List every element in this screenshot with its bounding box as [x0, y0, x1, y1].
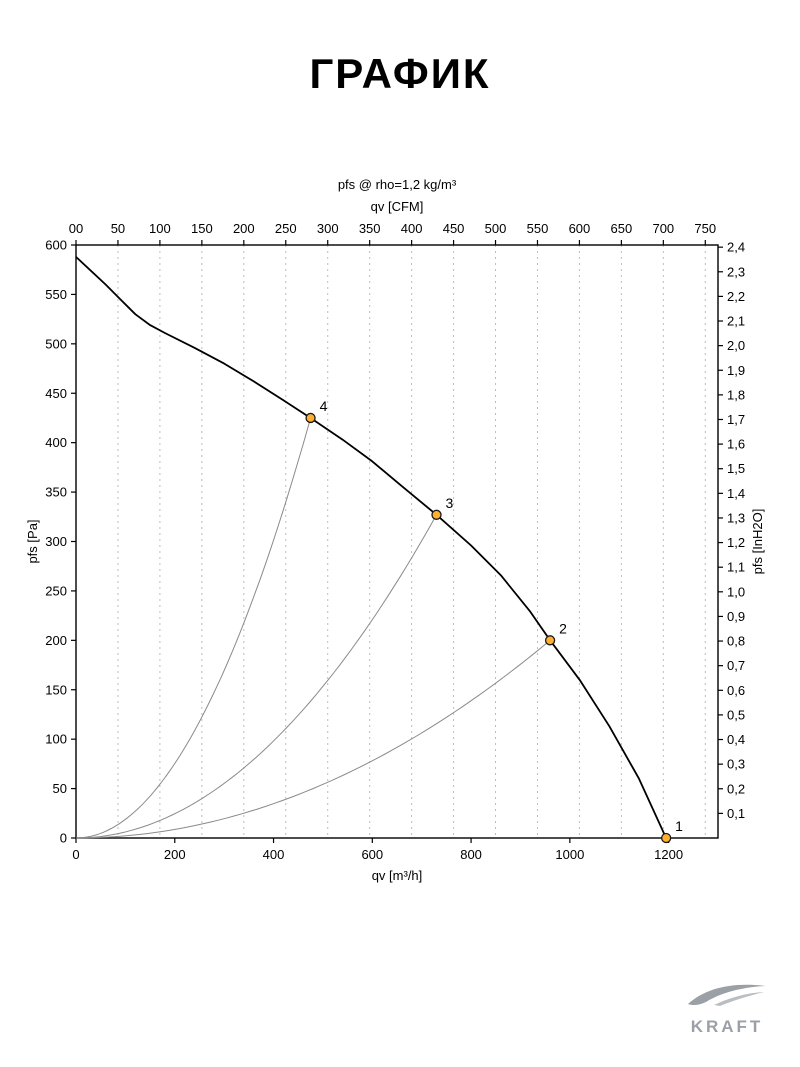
svg-text:450: 450 [45, 386, 67, 401]
svg-text:250: 250 [45, 583, 67, 598]
svg-text:0,7: 0,7 [727, 658, 745, 673]
svg-text:500: 500 [45, 336, 67, 351]
svg-text:pfs @ rho=1,2 kg/m³: pfs @ rho=1,2 kg/m³ [338, 177, 457, 192]
svg-text:300: 300 [45, 534, 67, 549]
svg-text:pfs [Pa]: pfs [Pa] [25, 519, 40, 563]
fan-performance-chart: 0 200 400 600 800 1000 1200 qv [m³/h] 00 50 100 150… [0, 150, 800, 895]
svg-text:450: 450 [443, 221, 465, 236]
svg-text:0,2: 0,2 [727, 781, 745, 796]
svg-text:2: 2 [559, 620, 567, 636]
svg-text:1,7: 1,7 [727, 412, 745, 427]
svg-text:250: 250 [275, 221, 297, 236]
svg-text:1,4: 1,4 [727, 486, 745, 501]
svg-text:150: 150 [45, 682, 67, 697]
svg-text:400: 400 [401, 221, 423, 236]
svg-text:350: 350 [45, 485, 67, 500]
page-title: ГРАФИК [309, 50, 491, 97]
svg-text:100: 100 [149, 221, 171, 236]
kraft-logo: KRAFT [672, 980, 782, 1037]
svg-text:650: 650 [611, 221, 633, 236]
svg-text:600: 600 [361, 847, 383, 862]
svg-text:200: 200 [45, 633, 67, 648]
svg-text:400: 400 [263, 847, 285, 862]
svg-text:700: 700 [652, 221, 674, 236]
kraft-swoosh-icon [688, 984, 766, 1006]
svg-text:200: 200 [233, 221, 255, 236]
operating-point-4 [305, 412, 316, 424]
svg-text:2,4: 2,4 [727, 240, 745, 255]
svg-text:00: 00 [69, 221, 83, 236]
svg-text:qv [m³/h]: qv [m³/h] [372, 868, 423, 883]
svg-text:0,3: 0,3 [727, 757, 745, 772]
svg-text:pfs [InH2O]: pfs [InH2O] [750, 509, 765, 575]
svg-text:0,5: 0,5 [727, 707, 745, 722]
svg-text:800: 800 [460, 847, 482, 862]
svg-text:150: 150 [191, 221, 213, 236]
svg-text:750: 750 [694, 221, 716, 236]
svg-text:200: 200 [164, 847, 186, 862]
svg-text:0: 0 [60, 831, 67, 846]
kraft-logo-text: KRAFT [690, 1017, 764, 1036]
svg-text:2,0: 2,0 [727, 338, 745, 353]
svg-text:0,1: 0,1 [727, 806, 745, 821]
svg-text:4: 4 [320, 398, 328, 414]
svg-text:1,1: 1,1 [727, 560, 745, 575]
svg-text:50: 50 [53, 781, 67, 796]
svg-text:350: 350 [359, 221, 381, 236]
svg-text:2,3: 2,3 [727, 264, 745, 279]
svg-text:600: 600 [45, 238, 67, 253]
svg-text:1,3: 1,3 [727, 510, 745, 525]
svg-text:1200: 1200 [654, 847, 683, 862]
svg-text:1,2: 1,2 [727, 535, 745, 550]
svg-text:550: 550 [527, 221, 549, 236]
svg-text:1,9: 1,9 [727, 363, 745, 378]
svg-text:1,0: 1,0 [727, 584, 745, 599]
svg-text:600: 600 [569, 221, 591, 236]
svg-text:2,1: 2,1 [727, 314, 745, 329]
svg-text:1,6: 1,6 [727, 437, 745, 452]
svg-text:50: 50 [111, 221, 125, 236]
svg-text:1: 1 [675, 818, 683, 834]
svg-text:0: 0 [72, 847, 79, 862]
svg-text:1000: 1000 [555, 847, 584, 862]
svg-text:300: 300 [317, 221, 339, 236]
svg-text:1,8: 1,8 [727, 387, 745, 402]
svg-text:0,8: 0,8 [727, 634, 745, 649]
operating-point-1 [660, 832, 672, 844]
operating-point-2 [544, 635, 556, 646]
svg-text:0,4: 0,4 [727, 732, 745, 747]
svg-text:2,2: 2,2 [727, 289, 745, 304]
svg-text:0,9: 0,9 [727, 609, 745, 624]
svg-text:3: 3 [446, 495, 454, 511]
operating-point-3 [431, 509, 442, 520]
svg-text:400: 400 [45, 435, 67, 450]
svg-text:0,6: 0,6 [727, 683, 745, 698]
svg-text:100: 100 [45, 732, 67, 747]
svg-text:qv [CFM]: qv [CFM] [371, 199, 424, 214]
svg-text:1,5: 1,5 [727, 461, 745, 476]
svg-text:500: 500 [485, 221, 507, 236]
svg-text:550: 550 [45, 287, 67, 302]
